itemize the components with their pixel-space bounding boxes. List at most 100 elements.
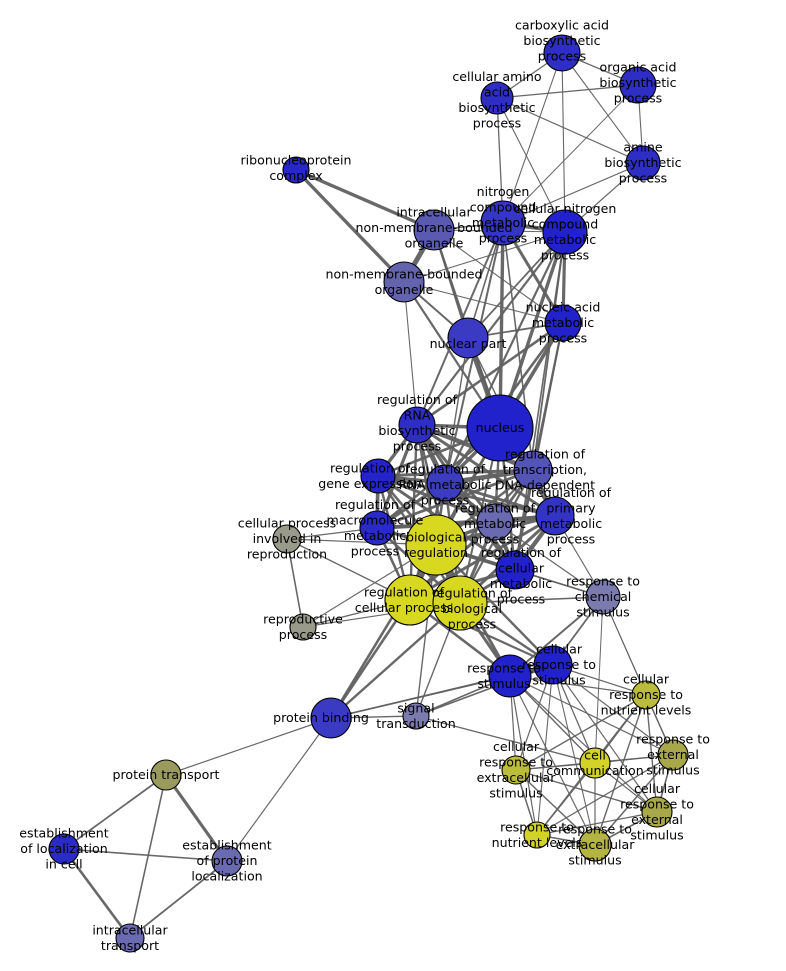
graph-node-reproductive-process[interactable] [289, 613, 317, 641]
node-circle[interactable] [657, 739, 689, 771]
node-circle[interactable] [480, 81, 514, 115]
graph-edge [496, 84, 639, 99]
node-circle[interactable] [542, 209, 588, 255]
node-circle[interactable] [211, 845, 243, 877]
node-circle[interactable] [48, 833, 80, 865]
graph-node-organic-acid-biosynthetic-process[interactable] [619, 66, 657, 104]
graph-edge [63, 774, 167, 850]
node-circle[interactable] [585, 579, 621, 615]
node-circle[interactable] [480, 200, 526, 246]
node-circle[interactable] [625, 145, 661, 181]
graph-edge [416, 231, 566, 426]
graph-node-response-to-nutrient-levels[interactable] [523, 821, 551, 849]
graph-node-regulation-of-metabolic-process[interactable] [476, 503, 514, 541]
node-circle[interactable] [523, 821, 551, 849]
node-circle[interactable] [466, 394, 534, 462]
node-label: ribonucleoprotein complex [241, 152, 352, 183]
graph-node-regulation-of-macromolecule-metabolic-process[interactable] [359, 510, 395, 546]
node-circle[interactable] [405, 514, 467, 576]
graph-node-regulation-of-gene-expression[interactable] [360, 458, 396, 494]
node-label: amine biosynthetic process [604, 139, 681, 185]
node-circle[interactable] [150, 759, 182, 791]
graph-node-cellular-response-to-external-stimulus[interactable] [641, 796, 673, 828]
node-circle[interactable] [535, 496, 575, 536]
graph-node-cellular-nitrogen-compound-metabolic-process[interactable] [542, 209, 588, 255]
node-label: nucleus [476, 420, 525, 435]
graph-node-response-to-chemical-stimulus[interactable] [585, 579, 621, 615]
node-circle[interactable] [447, 317, 489, 359]
node-circle[interactable] [272, 524, 302, 554]
graph-node-cellular-amino-acid-biosynthetic-process[interactable] [480, 81, 514, 115]
node-label: cell communication [546, 747, 643, 778]
graph-node-nitrogen-compound-metabolic-process[interactable] [480, 200, 526, 246]
graph-node-regulation-of-transcription-dna-dependent[interactable] [513, 450, 553, 490]
graph-node-response-to-extracellular-stimulus[interactable] [578, 828, 612, 862]
node-circle[interactable] [413, 209, 455, 251]
node-circle[interactable] [432, 575, 488, 631]
graph-node-regulation-of-primary-metabolic-process[interactable] [535, 496, 575, 536]
node-circle[interactable] [641, 796, 673, 828]
graph-edge [376, 468, 534, 530]
graph-node-regulation-of-rna-metabolic-process[interactable] [426, 464, 464, 502]
node-circle[interactable] [544, 304, 582, 342]
node-circle[interactable] [513, 450, 553, 490]
graph-node-non-membrane-bounded-organelle[interactable] [383, 261, 425, 303]
graph-node-nuclear-part[interactable] [447, 317, 489, 359]
graph-node-cell-communication[interactable] [579, 747, 611, 779]
graph-node-establishment-of-localization-in-cell[interactable] [48, 833, 80, 865]
node-circle[interactable] [383, 261, 425, 303]
node-circle[interactable] [476, 503, 514, 541]
graph-node-cellular-response-to-extracellular-stimulus[interactable] [501, 755, 531, 785]
node-circle[interactable] [631, 680, 661, 710]
graph-node-establishment-of-protein-localization[interactable] [211, 845, 243, 877]
graph-node-regulation-of-rna-biosynthetic-process[interactable] [398, 406, 436, 444]
graph-node-nucleic-acid-metabolic-process[interactable] [544, 304, 582, 342]
graph-node-cellular-process-involved-in-reproduction[interactable] [272, 524, 302, 554]
graph-node-biological-regulation[interactable] [405, 514, 467, 576]
node-circle[interactable] [579, 747, 611, 779]
node-circle[interactable] [543, 34, 581, 72]
node-circle[interactable] [488, 654, 532, 698]
graph-edge [330, 602, 461, 719]
graph-node-carboxylic-acid-biosynthetic-process[interactable] [543, 34, 581, 72]
graph-node-amine-biosynthetic-process[interactable] [625, 145, 661, 181]
node-circle[interactable] [495, 550, 535, 590]
graph-node-intracellular-non-membrane-bounded-organelle[interactable] [413, 209, 455, 251]
graph-node-regulation-of-cellular-metabolic-process[interactable] [495, 550, 535, 590]
graph-node-ribonucleoprotein-complex[interactable] [282, 156, 310, 184]
node-label: intracellular non-membrane-bounded organel… [355, 204, 512, 250]
graph-edge [498, 222, 505, 429]
node-circle[interactable] [359, 510, 395, 546]
graph-edge [509, 675, 658, 813]
graph-edge [286, 538, 304, 628]
graph-node-cellular-response-to-nutrient-levels[interactable] [631, 680, 661, 710]
node-circle[interactable] [310, 697, 352, 739]
node-layer[interactable] [48, 34, 689, 953]
graph-node-cellular-response-to-stimulus[interactable] [533, 645, 573, 685]
graph-node-protein-binding[interactable] [310, 697, 352, 739]
graph-node-response-to-stimulus[interactable] [488, 654, 532, 698]
graph-edge [294, 168, 406, 284]
node-circle[interactable] [282, 156, 310, 184]
graph-node-regulation-of-biological-process[interactable] [432, 575, 488, 631]
graph-node-nucleus[interactable] [466, 394, 534, 462]
node-label: regulation of cellular metabolic process [481, 544, 562, 606]
node-circle[interactable] [398, 406, 436, 444]
node-circle[interactable] [289, 613, 317, 641]
node-circle[interactable] [115, 923, 145, 953]
graph-edge [509, 675, 647, 696]
graph-node-protein-transport[interactable] [150, 759, 182, 791]
node-circle[interactable] [578, 828, 612, 862]
node-circle[interactable] [402, 702, 430, 730]
node-circle[interactable] [426, 464, 464, 502]
graph-node-signal-transduction[interactable] [402, 702, 430, 730]
graph-node-response-to-external-stimulus[interactable] [657, 739, 689, 771]
node-circle[interactable] [360, 458, 396, 494]
graph-node-intracellular-transport[interactable] [115, 923, 145, 953]
node-circle[interactable] [501, 755, 531, 785]
node-circle[interactable] [619, 66, 657, 104]
node-circle[interactable] [533, 645, 573, 685]
node-label: regulation of primary metabolic process [531, 484, 612, 546]
